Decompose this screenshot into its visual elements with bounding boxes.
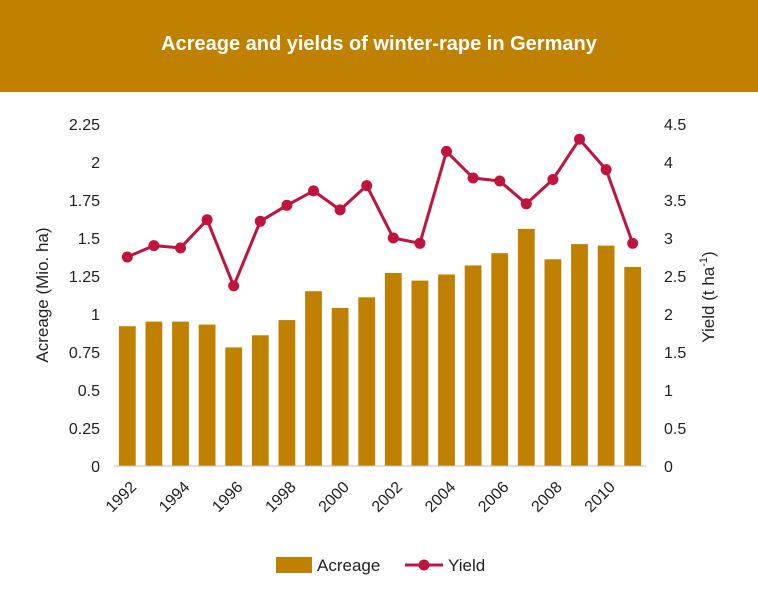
chart-title: Acreage and yields of winter-rape in Ger…: [161, 32, 597, 55]
bar-acreage-2007: [517, 228, 535, 466]
x-tick-label: 2006: [475, 479, 512, 516]
x-tick-label: 2008: [529, 479, 566, 516]
bar-acreage-2006: [491, 253, 509, 466]
bar-acreage-2002: [384, 273, 402, 466]
point-yield-2009: [574, 133, 585, 145]
point-yield-1994: [175, 242, 186, 254]
y2-tick-label: 4: [664, 155, 673, 172]
point-yield-1998: [281, 199, 293, 211]
point-yield-2008: [547, 174, 559, 185]
title-banner: Acreage and yields of winter-rape in Ger…: [0, 0, 758, 92]
y2-axis-title-close: ): [699, 251, 718, 257]
y2-tick-label: 2: [664, 307, 673, 324]
bar-acreage-1993: [145, 321, 163, 466]
y-axis-ticks: 0 0.25 0.5 0.75 1 1.25 1.5 1.75 2 2.25: [69, 117, 100, 476]
y-tick-label: 0.25: [69, 421, 100, 438]
y2-axis-title-sup: -1: [698, 257, 710, 267]
bar-acreage-2009: [571, 244, 588, 466]
legend-swatch-acreage: [276, 557, 312, 573]
point-yield-1992: [121, 251, 133, 263]
bar-acreage-2011: [624, 266, 642, 466]
y2-tick-label: 1.5: [664, 345, 686, 362]
point-yield-2005: [467, 172, 479, 184]
legend-label-acreage: Acreage: [317, 556, 380, 575]
x-tick-label: 1998: [263, 479, 300, 516]
bar-acreage-2003: [411, 280, 429, 466]
y2-tick-label: 2.5: [664, 269, 686, 286]
bar-acreage-1995: [198, 324, 216, 466]
y-tick-label: 2.25: [69, 117, 100, 134]
point-yield-1997: [254, 215, 266, 227]
x-tick-label: 2004: [422, 479, 459, 516]
point-yield-2010: [600, 164, 612, 176]
point-yield-2004: [441, 145, 452, 157]
point-yield-1996: [228, 280, 240, 292]
point-yield-2001: [361, 180, 373, 192]
y2-tick-label: 1: [664, 383, 673, 400]
x-tick-label: 2002: [369, 479, 406, 516]
x-tick-label: 1994: [156, 479, 193, 516]
bar-acreage-1998: [278, 320, 296, 466]
y2-tick-label: 3.5: [664, 193, 686, 210]
bar-acreage-1997: [251, 335, 269, 466]
y-tick-label: 0.75: [69, 345, 100, 362]
bar-acreage-2005: [464, 265, 482, 466]
bar-acreage-1994: [172, 321, 189, 466]
y-axis-title: Acreage (Mio. ha): [33, 227, 52, 362]
y-tick-label: 1: [91, 307, 100, 324]
yield-line: [126, 137, 635, 288]
y-tick-label: 1.75: [69, 193, 100, 210]
point-yield-2002: [387, 232, 399, 244]
legend-label-yield: Yield: [448, 556, 485, 575]
y-tick-label: 2: [91, 155, 100, 172]
bar-acreage-2000: [331, 307, 349, 466]
x-axis-ticks: 1992 1994 1996 1998 2000 2002 2004 2006 2008 2010: [103, 479, 619, 516]
point-yield-2006: [494, 175, 506, 187]
bar-acreage-2008: [544, 259, 562, 466]
y-tick-label: 0: [91, 459, 100, 476]
x-tick-label: 2000: [316, 479, 353, 516]
point-yield-2011: [627, 237, 639, 249]
point-yield-2000: [334, 204, 346, 216]
bar-acreage-1996: [225, 347, 243, 466]
y2-tick-label: 3: [664, 231, 673, 248]
bar-acreage-1999: [305, 291, 322, 466]
legend: Acreage Yield: [276, 556, 485, 575]
point-yield-2007: [520, 198, 532, 210]
bar-series: [118, 228, 642, 466]
x-tick-label: 2010: [582, 479, 619, 516]
y-tick-label: 0.5: [78, 383, 100, 400]
bar-acreage-1992: [118, 326, 136, 466]
y2-tick-label: 0.5: [664, 421, 686, 438]
y-tick-label: 1.5: [78, 231, 100, 248]
y2-tick-label: 4.5: [664, 117, 686, 134]
bar-acreage-2001: [358, 297, 376, 466]
point-yield-1995: [201, 214, 213, 226]
point-yield-1993: [148, 240, 160, 252]
x-tick-label: 1992: [103, 479, 140, 516]
y2-axis-ticks: 0 0.5 1 1.5 2 2.5 3 3.5 4 4.5: [664, 117, 686, 476]
line-series: [121, 133, 639, 292]
y2-tick-label: 0: [664, 459, 673, 476]
point-yield-1999: [308, 185, 319, 197]
x-tick-label: 1996: [209, 479, 246, 516]
bar-acreage-2010: [597, 245, 615, 466]
y2-axis-title: Yield (t ha-1): [698, 251, 718, 342]
y-tick-label: 1.25: [69, 269, 100, 286]
point-yield-2003: [414, 237, 426, 249]
y2-axis-title-base: Yield (t ha: [699, 266, 718, 342]
legend-marker-yield: [418, 559, 430, 571]
bar-acreage-2004: [438, 274, 455, 466]
